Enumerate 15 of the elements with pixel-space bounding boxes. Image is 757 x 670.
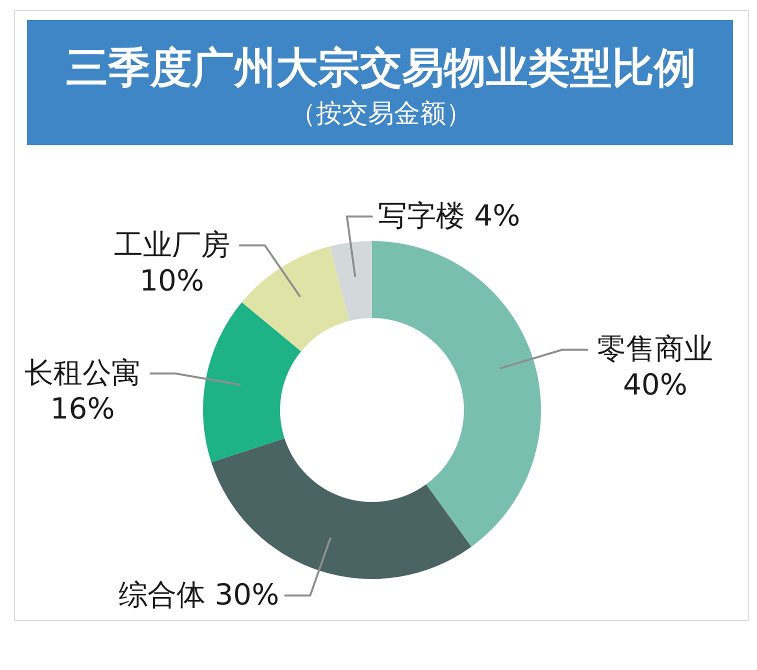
slice-label: 综合体 30% (118, 577, 280, 612)
donut-slice (203, 302, 302, 462)
data-label: 10% (140, 263, 204, 298)
chart-subtitle: （按交易金额） (290, 99, 472, 129)
slice-label: 长租公寓 (24, 355, 141, 390)
slice-label: 工业厂房 (114, 227, 230, 262)
chart-title: 三季度广州大宗交易物业类型比例 (66, 43, 696, 92)
slice-label: 零售商业 (597, 332, 714, 366)
data-label: 40% (622, 368, 688, 402)
donut-slice (211, 438, 472, 579)
donut-slice (330, 241, 372, 321)
data-label: 16% (50, 391, 115, 426)
slice-label: 写字楼 4% (378, 198, 520, 233)
donut-slice (372, 241, 541, 547)
donut-slice (242, 246, 350, 352)
